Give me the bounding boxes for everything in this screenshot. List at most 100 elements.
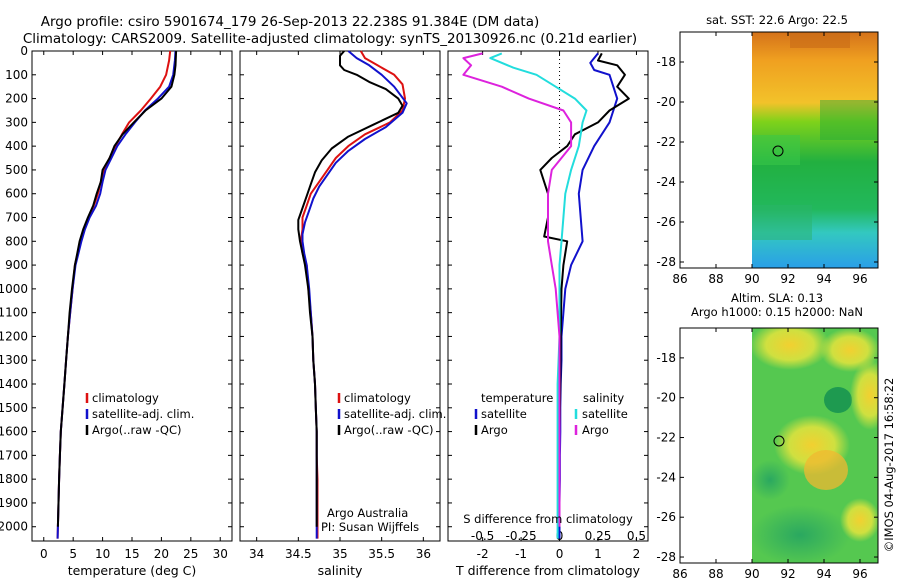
depth-tick-label: 1800 bbox=[0, 472, 28, 486]
x-tick-label: 0 bbox=[556, 547, 564, 561]
figure-title-line2: Climatology: CARS2009. Satellite-adjuste… bbox=[23, 31, 637, 47]
top-tick-label: 0.5 bbox=[627, 529, 646, 543]
x-tick-label: 0 bbox=[40, 547, 48, 561]
lon-tick-label: 90 bbox=[744, 567, 759, 580]
credit-line2: PI: Susan Wijffels bbox=[321, 520, 419, 534]
temperature-legend: climatology satellite-adj. clim. Argo(..… bbox=[85, 391, 194, 437]
series-line-climatology bbox=[56, 50, 172, 539]
series-line-argo-raw-qc- bbox=[56, 50, 178, 527]
lon-tick-label: 88 bbox=[708, 567, 723, 580]
salinity-xlabel: salinity bbox=[318, 563, 363, 578]
depth-tick-label: 1500 bbox=[0, 401, 28, 415]
lat-tick-label: -28 bbox=[656, 550, 676, 564]
x-tick-label: 35.5 bbox=[368, 547, 395, 561]
legend-argo: Argo(..raw -QC) bbox=[344, 423, 434, 437]
argo-location-marker bbox=[772, 145, 784, 157]
depth-tick-label: 2000 bbox=[0, 520, 28, 534]
lon-tick-label: 96 bbox=[852, 272, 867, 286]
series-line-temperature-argo bbox=[539, 52, 630, 527]
legend-argo: Argo(..raw -QC) bbox=[92, 423, 182, 437]
x-tick-label: 35 bbox=[332, 547, 347, 561]
x-tick-label: -1 bbox=[515, 547, 527, 561]
series-line-salinity-argo bbox=[462, 52, 573, 527]
lon-tick-label: 92 bbox=[780, 567, 795, 580]
x-tick-label: 5 bbox=[69, 547, 77, 561]
figure-title-line1: Argo profile: csiro 5901674_179 26-Sep-2… bbox=[41, 14, 540, 30]
top-tick-label: -0.5 bbox=[471, 529, 494, 543]
x-tick-label: 34.5 bbox=[285, 547, 312, 561]
sla-map-title-line2: Argo h1000: 0.15 h2000: NaN bbox=[691, 305, 863, 319]
legend-s-argo: Argo bbox=[582, 423, 609, 437]
lon-tick-label: 86 bbox=[672, 567, 687, 580]
lon-tick-label: 96 bbox=[852, 567, 867, 580]
lat-tick-label: -18 bbox=[656, 351, 676, 365]
difference-plot-frame bbox=[447, 50, 649, 542]
lon-tick-label: 94 bbox=[816, 272, 831, 286]
depth-tick-label: 400 bbox=[5, 139, 28, 153]
x-tick-label: 10 bbox=[95, 547, 110, 561]
x-tick-label: 34 bbox=[249, 547, 264, 561]
lat-tick-label: -20 bbox=[656, 391, 676, 405]
x-tick-label: 25 bbox=[183, 547, 198, 561]
lon-tick-label: 94 bbox=[816, 567, 831, 580]
depth-tick-label: 1400 bbox=[0, 377, 28, 391]
legend-climatology: climatology bbox=[92, 391, 159, 405]
lat-tick-label: -28 bbox=[656, 255, 676, 269]
salinity-plot: 34 34.5 35 35.5 36 bbox=[240, 50, 440, 561]
salinity-plot-frame bbox=[239, 50, 441, 542]
lat-tick-label: -18 bbox=[656, 55, 676, 69]
depth-tick-label: 500 bbox=[5, 163, 28, 177]
imos-timestamp: ©IMOS 04-Aug-2017 16:58:22 bbox=[882, 378, 896, 553]
difference-xlabel: T difference from climatology bbox=[455, 563, 641, 578]
depth-tick-label: 600 bbox=[5, 187, 28, 201]
argo-location-marker bbox=[773, 435, 785, 447]
depth-tick-label: 900 bbox=[5, 258, 28, 272]
difference-legend: temperature satellite Argo salinity sate… bbox=[474, 391, 628, 437]
lat-tick-label: -26 bbox=[656, 215, 676, 229]
sla-map: Altim. SLA: 0.13 Argo h1000: 0.15 h2000:… bbox=[656, 291, 879, 580]
sst-map-title: sat. SST: 22.6 Argo: 22.5 bbox=[706, 13, 848, 27]
difference-top-label: S difference from climatology bbox=[463, 512, 633, 526]
legend-t-satellite: satellite bbox=[481, 407, 527, 421]
series-line-argo-raw-qc- bbox=[297, 50, 404, 527]
legend-heading-salinity: salinity bbox=[583, 391, 624, 405]
depth-tick-label: 0 bbox=[20, 44, 28, 58]
lat-tick-label: -26 bbox=[656, 510, 676, 524]
lat-tick-label: -20 bbox=[656, 95, 676, 109]
x-tick-label: 20 bbox=[154, 547, 169, 561]
depth-tick-label: 800 bbox=[5, 234, 28, 248]
sla-map-title-line1: Altim. SLA: 0.13 bbox=[731, 291, 823, 305]
depth-axis: 0 100 200 300 400 500 600 700 800 900 1000 1100 1200… bbox=[0, 44, 28, 534]
depth-tick-label: 1000 bbox=[0, 282, 28, 296]
salinity-legend: climatology satellite-adj. clim. Argo(..… bbox=[337, 391, 446, 437]
lon-tick-label: 86 bbox=[672, 272, 687, 286]
lat-tick-label: -24 bbox=[656, 470, 676, 484]
top-tick-label: -0.25 bbox=[506, 529, 537, 543]
series-line-satellite-adj-clim- bbox=[301, 50, 408, 539]
legend-satellite: satellite-adj. clim. bbox=[92, 407, 194, 421]
difference-plot: -2 -1 0 1 2-0.5 -0.25 0 0.25 0.5 bbox=[448, 50, 648, 561]
depth-tick-label: 1100 bbox=[0, 306, 28, 320]
lat-tick-label: -24 bbox=[656, 175, 676, 189]
depth-tick-label: 300 bbox=[5, 115, 28, 129]
legend-t-argo: Argo bbox=[481, 423, 508, 437]
depth-tick-label: 1200 bbox=[0, 329, 28, 343]
depth-tick-label: 1700 bbox=[0, 448, 28, 462]
x-tick-label: -2 bbox=[477, 547, 489, 561]
credit-line1: Argo Australia bbox=[327, 506, 408, 520]
legend-satellite: satellite-adj. clim. bbox=[344, 407, 446, 421]
depth-tick-label: 700 bbox=[5, 211, 28, 225]
depth-tick-label: 1600 bbox=[0, 425, 28, 439]
x-tick-label: 1 bbox=[594, 547, 602, 561]
temperature-xlabel: temperature (deg C) bbox=[68, 563, 197, 578]
sst-map: sat. SST: 22.6 Argo: 22.5 86 88 90 92 94 96 -1… bbox=[656, 13, 879, 286]
legend-s-satellite: satellite bbox=[582, 407, 628, 421]
x-tick-label: 36 bbox=[416, 547, 431, 561]
depth-tick-label: 200 bbox=[5, 92, 28, 106]
x-tick-label: 30 bbox=[213, 547, 228, 561]
series-line-temperature-satellite bbox=[558, 52, 619, 539]
depth-tick-label: 100 bbox=[5, 68, 28, 82]
lon-tick-label: 88 bbox=[708, 272, 723, 286]
temperature-plot: 0 5 10 15 20 25 30 bbox=[32, 50, 232, 561]
